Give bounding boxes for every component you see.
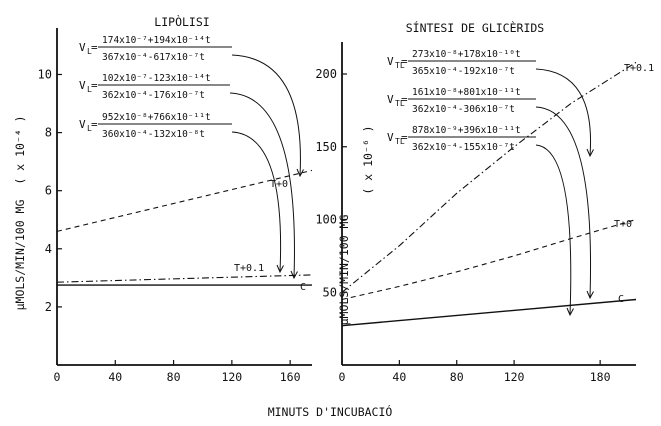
- equation: V L = 952x10⁻⁸+766x10⁻¹¹t 360x10⁻⁴-132x10⁻⁸t: [79, 112, 284, 274]
- equation-denominator: 362x10⁻⁴-155x10⁻⁷t: [412, 142, 515, 153]
- equation-numerator: 102x10⁻⁷-123x10⁻¹⁴t: [102, 73, 211, 84]
- arrow-head: [276, 264, 284, 274]
- arrow-head: [566, 307, 574, 317]
- equation-arrow: [231, 54, 301, 177]
- equation-numerator: 878x10⁻⁹+396x10⁻¹¹t: [412, 125, 521, 136]
- equation-arrow: [535, 68, 592, 157]
- x-tick-label: 120: [221, 370, 242, 384]
- equation-arrow: [229, 92, 295, 279]
- series-label: C: [618, 294, 624, 305]
- equation-lhs: V: [387, 131, 394, 144]
- equation: V TL= 878x10⁻⁹+396x10⁻¹¹t 362x10⁻⁴-155x10⁻⁷…: [387, 125, 574, 317]
- equation-lhs: V: [387, 93, 394, 106]
- equation-equals: =: [401, 55, 408, 68]
- equation-numerator: 161x10⁻⁸+801x10⁻¹¹t: [412, 87, 521, 98]
- equation-lhs: V: [79, 41, 86, 54]
- chart-title: SÍNTESI DE GLICÈRIDS: [406, 20, 545, 35]
- equation-arrow: [231, 131, 282, 273]
- equation-denominator: 367x10⁻⁴-617x10⁻⁷t: [102, 52, 205, 63]
- equation-arrow: [535, 144, 572, 316]
- equation-arrow: [535, 106, 591, 299]
- x-tick-label: 0: [339, 370, 346, 384]
- series-line-c: [341, 298, 637, 327]
- lipolisi-chart: LIPÒLISI μMOLS/MIN/100 MG ( x 10⁻⁴ ) 0 40 80 1…: [13, 14, 313, 384]
- equation-denominator: 365x10⁻⁴-192x10⁻⁷t: [412, 66, 515, 77]
- y-axis-label: μMOLS/MIN/100 MG: [337, 215, 351, 326]
- equation-lhs: V: [387, 55, 394, 68]
- series-label: T+0: [614, 219, 632, 230]
- arrow-head: [290, 270, 298, 280]
- equation: V TL=161x10⁻⁸+801x10⁻¹¹t362x10⁻⁴-306x10⁻⁷…: [387, 87, 594, 300]
- x-axis-label: MINUTS D'INCUBACIÓ: [268, 404, 393, 419]
- arrow-head: [586, 148, 594, 158]
- x-tick-label: 180: [590, 370, 611, 384]
- y-tick-label: 150: [315, 140, 337, 154]
- equation-sub: TL: [395, 61, 405, 70]
- x-tick-label: 120: [504, 370, 525, 384]
- glicerids-chart: SÍNTESI DE GLICÈRIDS μMOLS/MIN/100 MG ( x …: [315, 20, 654, 384]
- y-tick-label: 100: [315, 213, 337, 227]
- x-tick-label: 0: [54, 370, 61, 384]
- equation-sub: L: [87, 47, 92, 56]
- equation-sub: TL: [395, 99, 405, 108]
- series-label: T+0: [270, 179, 288, 190]
- equation-equals: =: [401, 93, 408, 106]
- equation-sub: L: [87, 85, 92, 94]
- series-label: T+0.1: [624, 63, 654, 74]
- y-tick-label: 2: [45, 300, 52, 314]
- x-tick-label: 80: [167, 370, 181, 384]
- y-tick-label: 50: [323, 285, 337, 299]
- series-label: C: [300, 282, 306, 293]
- equation: V TL=273x10⁻⁸+178x10⁻¹⁰t365x10⁻⁴-192x10⁻⁷…: [387, 49, 594, 158]
- series-line-t-0: [56, 169, 313, 232]
- arrow-head: [586, 290, 594, 300]
- series-line-t-0: [341, 218, 637, 301]
- y-axis-unit: ( x 10⁻⁴ ): [13, 115, 27, 184]
- x-tick-label: 40: [108, 370, 122, 384]
- chart-title: LIPÒLISI: [154, 14, 209, 29]
- equation-equals: =: [91, 79, 98, 92]
- equation-equals: =: [401, 131, 408, 144]
- x-tick-label: 40: [392, 370, 406, 384]
- series-label: T+0.1: [234, 263, 264, 274]
- equation-numerator: 174x10⁻⁷+194x10⁻¹⁴t: [102, 35, 211, 46]
- y-axis-label: μMOLS/MIN/100 MG: [13, 200, 27, 311]
- series-line-t-0-1: [56, 274, 313, 283]
- equation-numerator: 952x10⁻⁸+766x10⁻¹¹t: [102, 112, 211, 123]
- equation-sub: TL: [395, 137, 405, 146]
- y-tick-label: 4: [45, 242, 52, 256]
- equation-denominator: 362x10⁻⁴-176x10⁻⁷t: [102, 90, 205, 101]
- y-tick-label: 6: [45, 184, 52, 198]
- y-tick-label: 8: [45, 126, 52, 140]
- y-tick-label: 10: [38, 67, 52, 81]
- equation-equals: =: [91, 118, 98, 131]
- equation-denominator: 360x10⁻⁴-132x10⁻⁸t: [102, 129, 205, 140]
- x-tick-label: 80: [450, 370, 464, 384]
- equation-denominator: 362x10⁻⁴-306x10⁻⁷t: [412, 104, 515, 115]
- equation-numerator: 273x10⁻⁸+178x10⁻¹⁰t: [412, 49, 521, 60]
- equation-lhs: V: [79, 118, 86, 131]
- equation-lhs: V: [79, 79, 86, 92]
- y-axis-unit: ( x 10⁻⁶ ): [361, 125, 375, 194]
- y-tick-label: 200: [315, 67, 337, 81]
- equation-equals: =: [91, 41, 98, 54]
- x-tick-label: 160: [280, 370, 301, 384]
- arrow-head: [296, 168, 304, 178]
- equation-sub: L: [87, 124, 92, 133]
